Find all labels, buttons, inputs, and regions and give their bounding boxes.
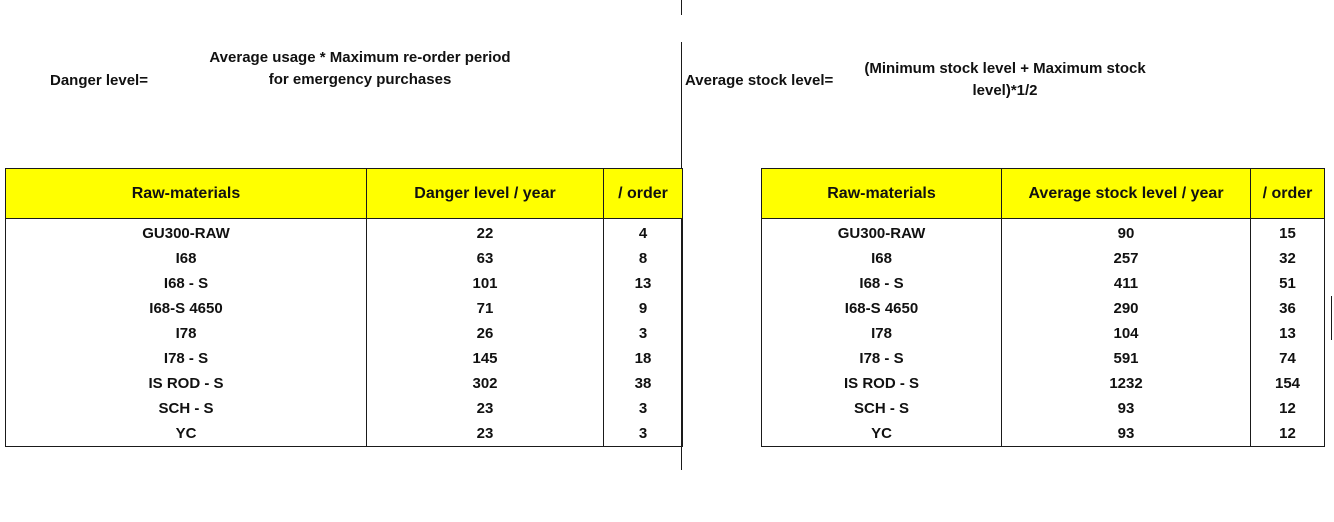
per-order-cell: 12 bbox=[1250, 421, 1325, 447]
material-cell: GU300-RAW bbox=[5, 218, 367, 246]
material-cell: I68 - S bbox=[761, 271, 1002, 296]
per-order-cell: 154 bbox=[1250, 371, 1325, 396]
column-header-average-stock-level-year: Average stock level / year bbox=[1001, 168, 1251, 219]
average-stock-level-formula-line-1: (Minimum stock level + Maximum stock bbox=[864, 60, 1146, 77]
per-order-cell: 3 bbox=[603, 321, 683, 346]
per-order-cell: 74 bbox=[1250, 346, 1325, 371]
material-cell: I68 - S bbox=[5, 271, 367, 296]
average-stock-cell: 104 bbox=[1001, 321, 1251, 346]
per-order-cell: 38 bbox=[603, 371, 683, 396]
material-cell: IS ROD - S bbox=[5, 371, 367, 396]
danger-level-cell: 23 bbox=[366, 421, 604, 447]
material-cell: I68-S 4650 bbox=[5, 296, 367, 321]
right-edge-line bbox=[1331, 296, 1332, 340]
table-header-row: Raw-materials Average stock level / year… bbox=[761, 168, 1325, 219]
per-order-cell: 3 bbox=[603, 396, 683, 421]
danger-level-cell: 23 bbox=[366, 396, 604, 421]
average-stock-cell: 290 bbox=[1001, 296, 1251, 321]
table-row: YC 93 12 bbox=[761, 421, 1325, 447]
table-row: SCH - S 23 3 bbox=[5, 396, 683, 421]
per-order-cell: 36 bbox=[1250, 296, 1325, 321]
danger-level-formula: Average usage * Maximum re-order period … bbox=[200, 47, 520, 91]
material-cell: I68 bbox=[761, 246, 1002, 271]
column-header-danger-level-year: Danger level / year bbox=[366, 168, 604, 219]
per-order-cell: 18 bbox=[603, 346, 683, 371]
table-row: I68 63 8 bbox=[5, 246, 683, 271]
average-stock-cell: 591 bbox=[1001, 346, 1251, 371]
table-row: I68 - S 101 13 bbox=[5, 271, 683, 296]
top-divider-line bbox=[681, 0, 682, 15]
per-order-cell: 51 bbox=[1250, 271, 1325, 296]
average-stock-level-label: Average stock level= bbox=[685, 72, 834, 89]
per-order-cell: 13 bbox=[603, 271, 683, 296]
column-header-raw-materials: Raw-materials bbox=[5, 168, 367, 219]
column-header-per-order: / order bbox=[603, 168, 683, 219]
danger-level-cell: 22 bbox=[366, 218, 604, 246]
material-cell: I68 bbox=[5, 246, 367, 271]
table-row: I68 257 32 bbox=[761, 246, 1325, 271]
table-header-row: Raw-materials Danger level / year / orde… bbox=[5, 168, 683, 219]
average-stock-cell: 93 bbox=[1001, 396, 1251, 421]
per-order-cell: 32 bbox=[1250, 246, 1325, 271]
average-stock-cell: 93 bbox=[1001, 421, 1251, 447]
per-order-cell: 13 bbox=[1250, 321, 1325, 346]
column-header-raw-materials: Raw-materials bbox=[761, 168, 1002, 219]
per-order-cell: 4 bbox=[603, 218, 683, 246]
average-stock-level-formula: (Minimum stock level + Maximum stock lev… bbox=[845, 58, 1165, 102]
table-row: GU300-RAW 22 4 bbox=[5, 218, 683, 246]
danger-level-formula-line-1: Average usage * Maximum re-order period bbox=[209, 49, 511, 66]
danger-level-cell: 63 bbox=[366, 246, 604, 271]
average-stock-level-formula-line-2: level)*1/2 bbox=[972, 82, 1038, 99]
table-row: I68-S 4650 290 36 bbox=[761, 296, 1325, 321]
material-cell: I78 bbox=[5, 321, 367, 346]
material-cell: I78 - S bbox=[761, 346, 1002, 371]
table-row: GU300-RAW 90 15 bbox=[761, 218, 1325, 246]
material-cell: SCH - S bbox=[5, 396, 367, 421]
danger-level-formula-line-2: for emergency purchases bbox=[268, 71, 452, 88]
table-row: I68-S 4650 71 9 bbox=[5, 296, 683, 321]
average-stock-cell: 1232 bbox=[1001, 371, 1251, 396]
material-cell: YC bbox=[761, 421, 1002, 447]
per-order-cell: 12 bbox=[1250, 396, 1325, 421]
material-cell: I78 bbox=[761, 321, 1002, 346]
table-row: I78 26 3 bbox=[5, 321, 683, 346]
danger-level-label: Danger level= bbox=[50, 72, 148, 89]
danger-level-cell: 26 bbox=[366, 321, 604, 346]
table-row: I78 104 13 bbox=[761, 321, 1325, 346]
material-cell: I78 - S bbox=[5, 346, 367, 371]
material-cell: SCH - S bbox=[761, 396, 1002, 421]
material-cell: IS ROD - S bbox=[761, 371, 1002, 396]
table-row: I78 - S 591 74 bbox=[761, 346, 1325, 371]
table-row: YC 23 3 bbox=[5, 421, 683, 447]
danger-level-table: Raw-materials Danger level / year / orde… bbox=[5, 168, 683, 447]
average-stock-cell: 90 bbox=[1001, 218, 1251, 246]
per-order-cell: 15 bbox=[1250, 218, 1325, 246]
per-order-cell: 8 bbox=[603, 246, 683, 271]
per-order-cell: 9 bbox=[603, 296, 683, 321]
table-row: I68 - S 411 51 bbox=[761, 271, 1325, 296]
table-row: SCH - S 93 12 bbox=[761, 396, 1325, 421]
average-stock-cell: 411 bbox=[1001, 271, 1251, 296]
material-cell: GU300-RAW bbox=[761, 218, 1002, 246]
table-row: I78 - S 145 18 bbox=[5, 346, 683, 371]
danger-level-cell: 101 bbox=[366, 271, 604, 296]
danger-level-cell: 71 bbox=[366, 296, 604, 321]
danger-level-cell: 302 bbox=[366, 371, 604, 396]
table-row: IS ROD - S 1232 154 bbox=[761, 371, 1325, 396]
per-order-cell: 3 bbox=[603, 421, 683, 447]
column-header-per-order: / order bbox=[1250, 168, 1325, 219]
average-stock-level-table: Raw-materials Average stock level / year… bbox=[761, 168, 1325, 447]
material-cell: YC bbox=[5, 421, 367, 447]
average-stock-cell: 257 bbox=[1001, 246, 1251, 271]
material-cell: I68-S 4650 bbox=[761, 296, 1002, 321]
table-row: IS ROD - S 302 38 bbox=[5, 371, 683, 396]
danger-level-cell: 145 bbox=[366, 346, 604, 371]
